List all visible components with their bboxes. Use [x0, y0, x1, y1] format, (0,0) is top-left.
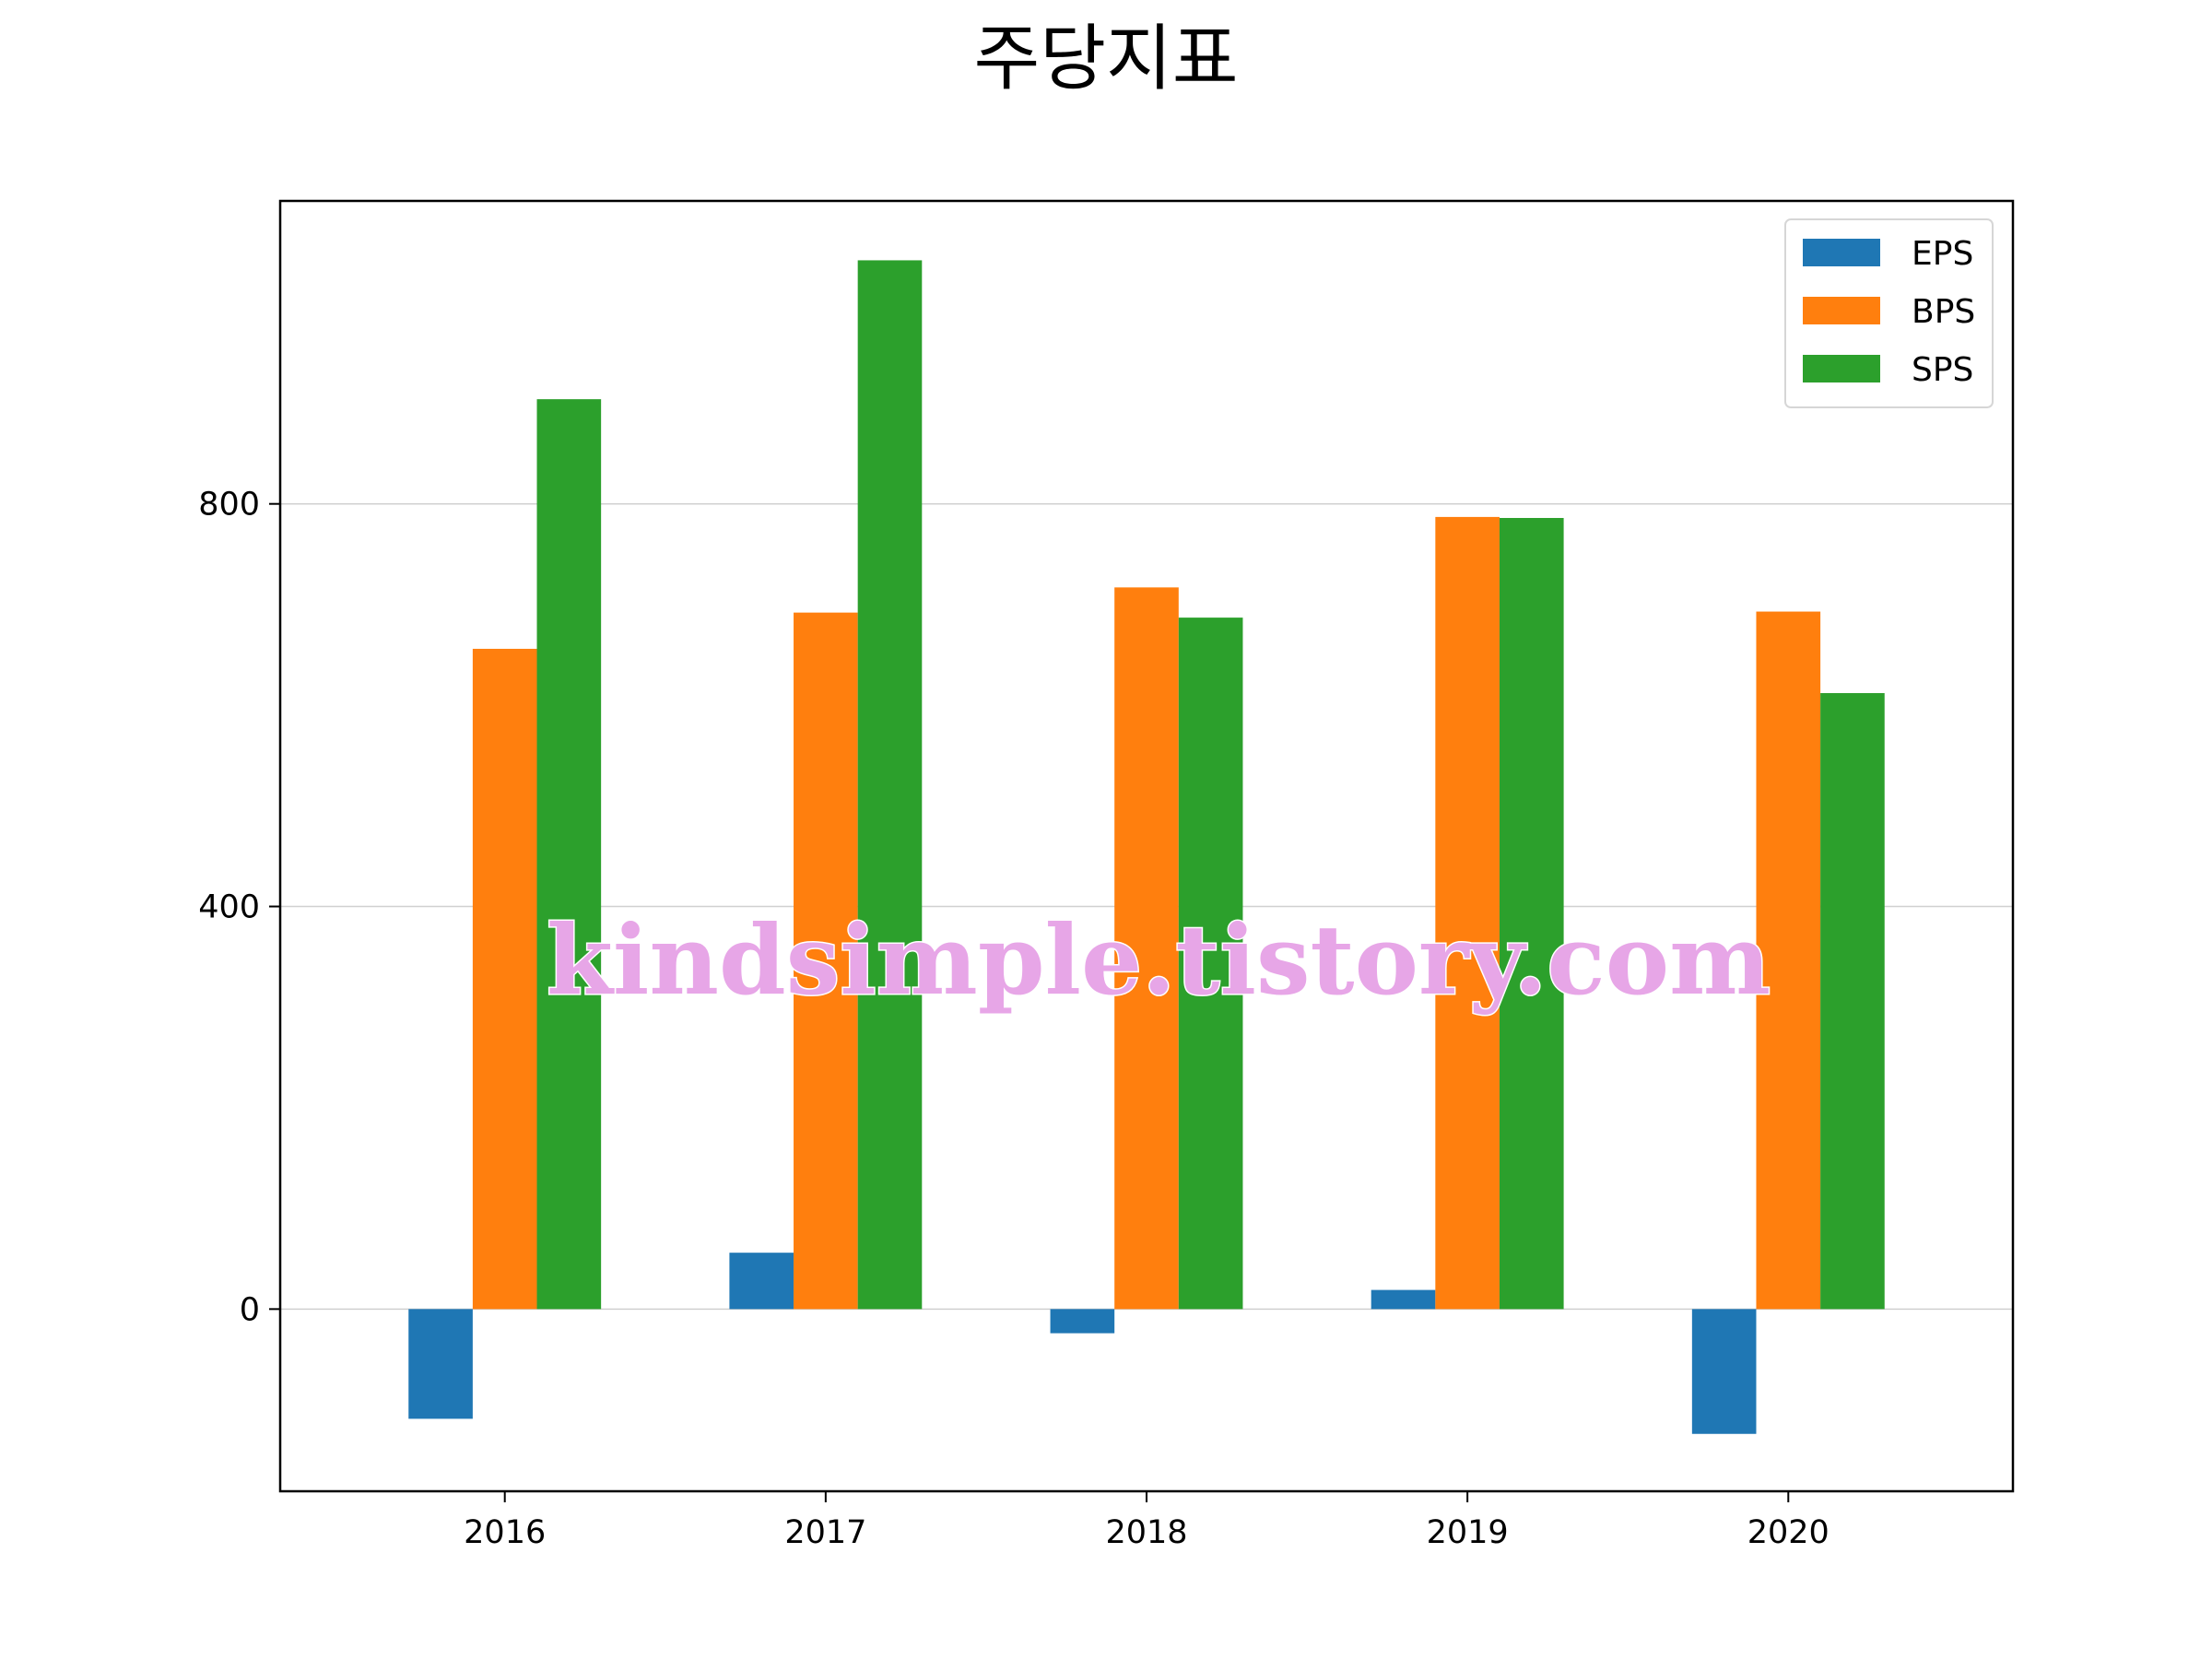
legend-label-sps: SPS	[1912, 351, 1973, 389]
x-tick-label: 2016	[464, 1514, 546, 1551]
plot-area: 0 400 800 2016 2017 2018 2019 2020	[198, 199, 2015, 1551]
bar-sps-2016	[536, 399, 602, 1310]
y-tick-label: 400	[198, 889, 260, 926]
x-tick-label: 2017	[784, 1514, 866, 1551]
legend-swatch-sps	[1803, 355, 1880, 382]
watermark: kindsimple.tistory.com	[547, 903, 1771, 1017]
bar-bps-2017	[794, 612, 858, 1310]
x-tick-label: 2019	[1427, 1514, 1509, 1551]
bar-bps-2016	[472, 648, 537, 1310]
bar-sps-2019	[1499, 517, 1564, 1310]
legend-swatch-eps	[1803, 239, 1880, 266]
bar-eps-2017	[729, 1253, 794, 1310]
bar-eps-2016	[408, 1309, 473, 1419]
bar-bps-2019	[1435, 516, 1500, 1310]
bar-eps-2019	[1371, 1289, 1436, 1310]
legend: EPS BPS SPS	[1784, 218, 1994, 408]
bar-sps-2020	[1820, 693, 1885, 1310]
bar-bps-2020	[1756, 611, 1821, 1310]
bar-bps-2018	[1114, 587, 1179, 1310]
bar-sps-2017	[857, 260, 923, 1310]
x-tick-label: 2020	[1747, 1514, 1830, 1551]
y-tick-label: 800	[198, 487, 260, 524]
chart-title: 주당지표	[973, 18, 1238, 100]
bar-eps-2020	[1691, 1309, 1757, 1434]
bar-sps-2018	[1178, 618, 1243, 1310]
legend-swatch-bps	[1803, 297, 1880, 324]
legend-label-bps: BPS	[1912, 293, 1975, 331]
bar-eps-2018	[1050, 1309, 1115, 1334]
legend-label-eps: EPS	[1912, 235, 1973, 273]
x-tick-label: 2018	[1105, 1514, 1187, 1551]
y-tick-label: 0	[240, 1291, 260, 1328]
